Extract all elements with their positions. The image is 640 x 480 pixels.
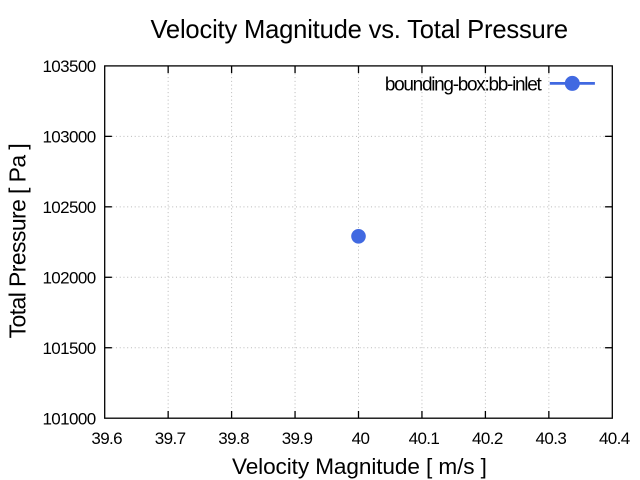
svg-text:102000: 102000: [42, 268, 95, 287]
svg-text:39.6: 39.6: [91, 429, 122, 448]
svg-text:39.8: 39.8: [218, 429, 249, 448]
svg-text:40.3: 40.3: [536, 429, 567, 448]
svg-text:40.4: 40.4: [599, 429, 630, 448]
svg-text:39.9: 39.9: [282, 429, 313, 448]
svg-text:101000: 101000: [42, 409, 95, 428]
svg-text:Velocity Magnitude vs. Total P: Velocity Magnitude vs. Total Pressure: [150, 16, 567, 44]
svg-text:40.1: 40.1: [409, 429, 440, 448]
svg-text:103500: 103500: [42, 57, 95, 76]
svg-text:102500: 102500: [42, 198, 95, 217]
svg-text:Total Pressure [ Pa ]: Total Pressure [ Pa ]: [5, 144, 31, 339]
svg-text:40: 40: [352, 429, 370, 448]
svg-text:Velocity Magnitude [ m/s ]: Velocity Magnitude [ m/s ]: [232, 454, 487, 479]
svg-text:101500: 101500: [42, 339, 95, 358]
svg-text:39.7: 39.7: [155, 429, 186, 448]
svg-text:bounding-box:bb-inlet: bounding-box:bb-inlet: [385, 75, 543, 96]
svg-text:40.2: 40.2: [472, 429, 503, 448]
svg-text:103000: 103000: [42, 128, 95, 147]
